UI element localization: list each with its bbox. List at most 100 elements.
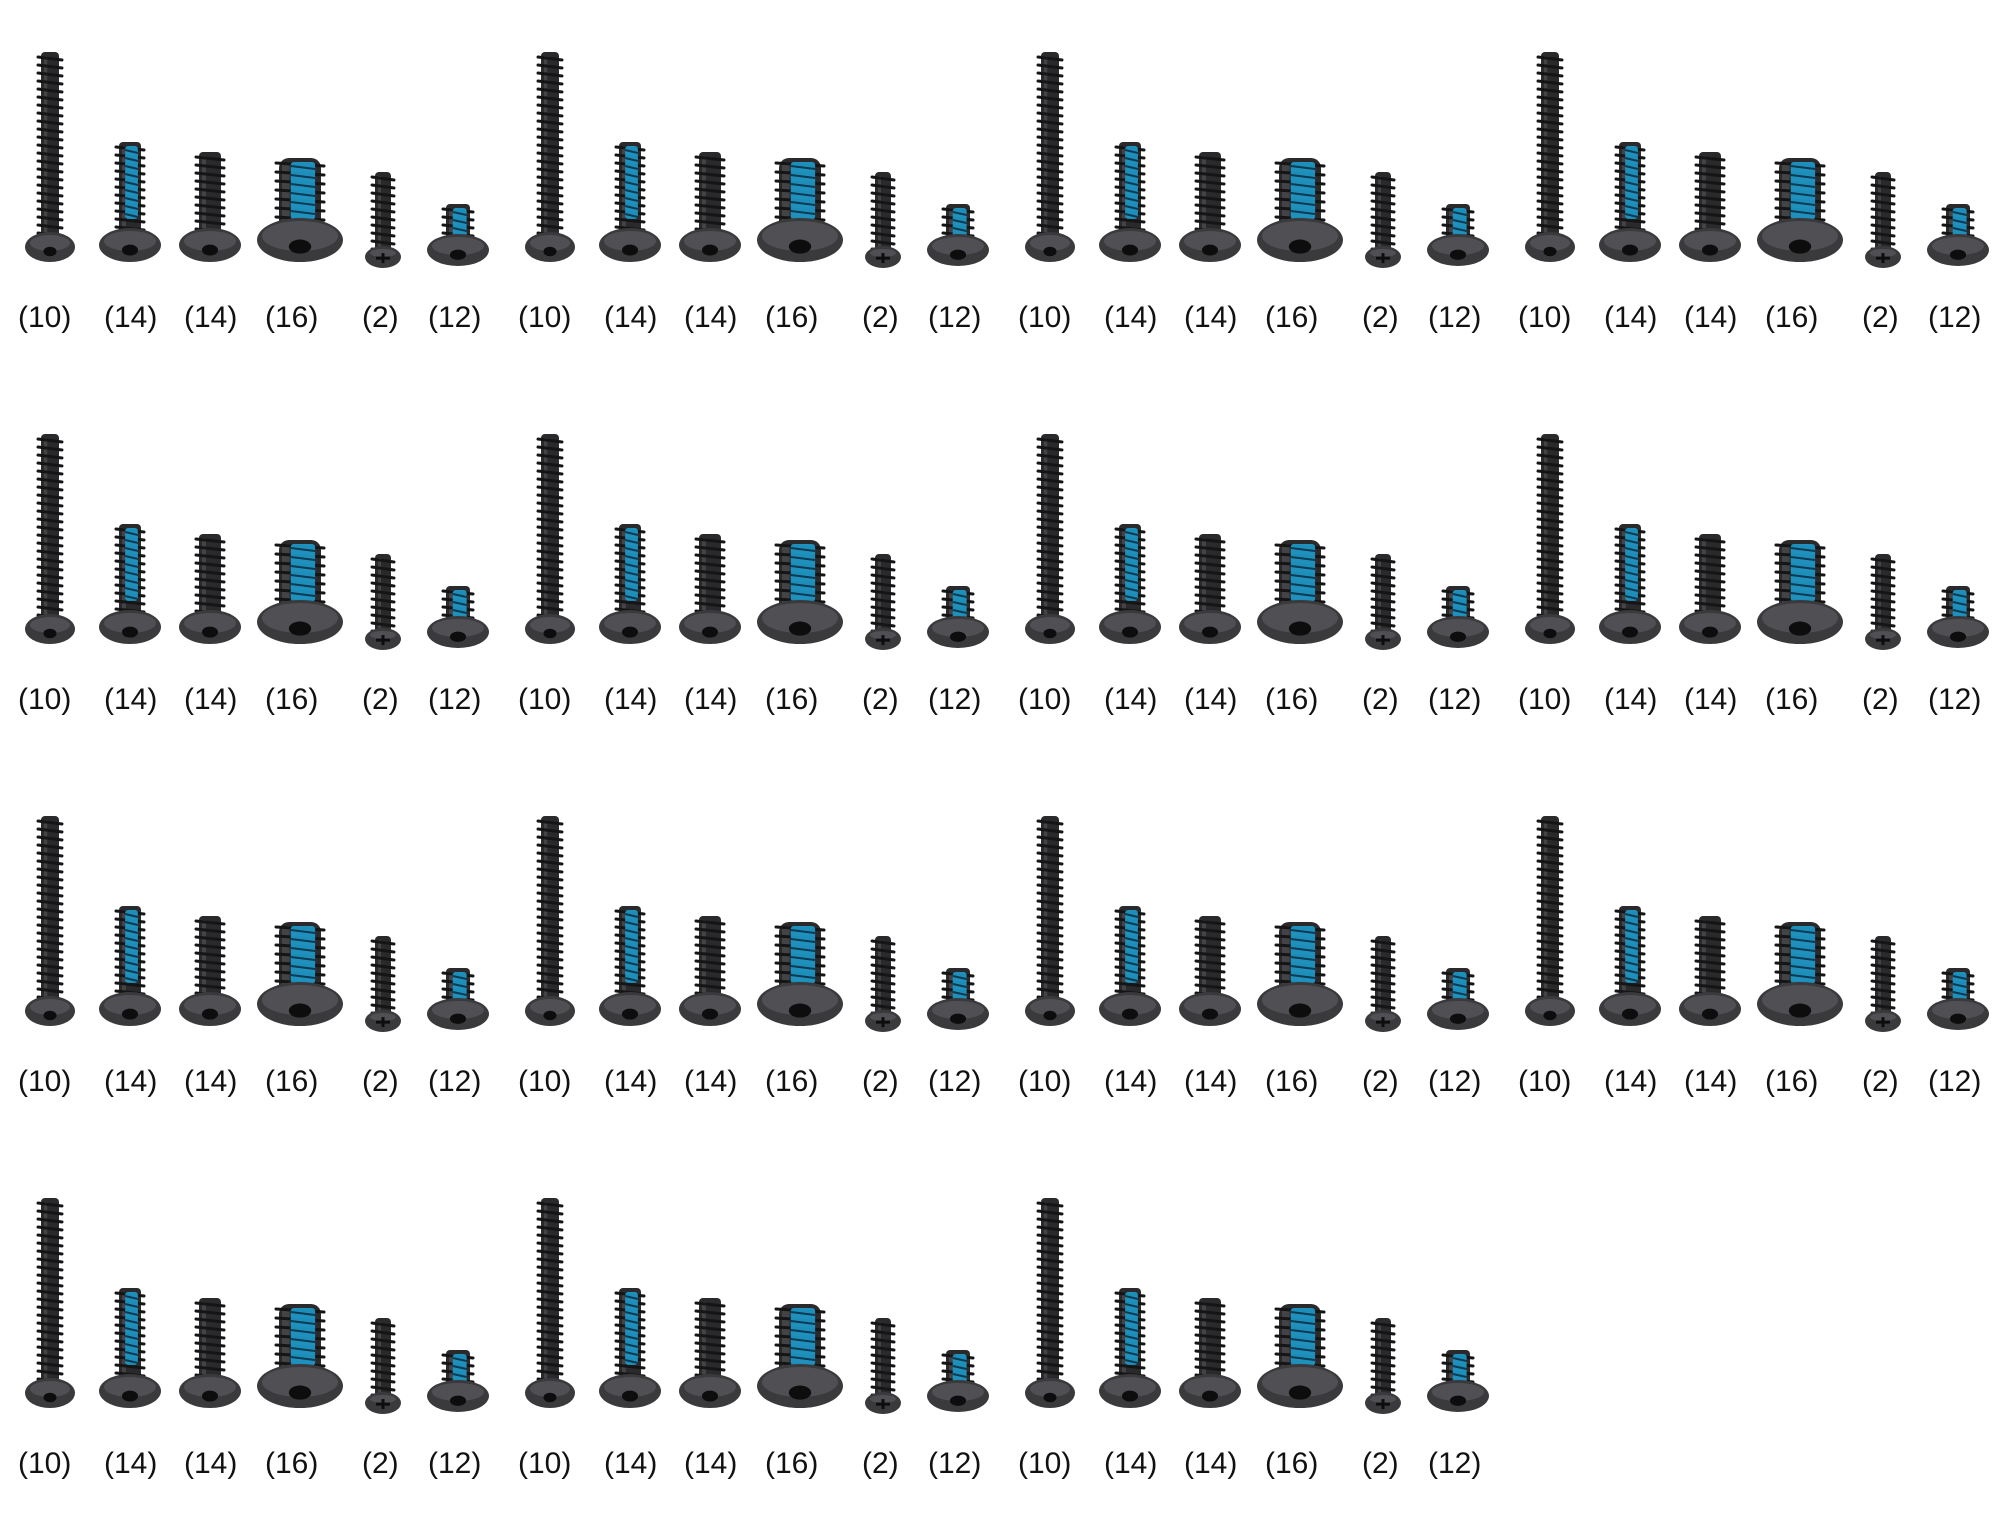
screw-quantity-label: (16) bbox=[265, 683, 319, 716]
screw-set-panel: (10) (14) (14) (16) (2) (12) bbox=[1500, 764, 2000, 1146]
screw-quantity-label: (14) bbox=[1604, 683, 1658, 716]
screw-photo bbox=[25, 52, 489, 268]
screw-quantity-label: (12) bbox=[428, 301, 482, 334]
screw-short-button-head-machine bbox=[1927, 968, 1989, 1030]
screw-small-phillips-self-tapping bbox=[365, 936, 401, 1032]
screw-button-head-machine bbox=[1599, 906, 1661, 1026]
screw-quantity-label: (14) bbox=[1104, 683, 1158, 716]
screw-photo bbox=[1525, 816, 1989, 1032]
screw-quantity-label: (14) bbox=[1104, 1065, 1158, 1098]
screw-large-button-head-machine bbox=[1757, 922, 1843, 1026]
screw-quantity-label: (2) bbox=[1362, 1447, 1399, 1480]
screw-quantity-label: (14) bbox=[1684, 301, 1738, 334]
screw-quantity-label: (14) bbox=[1604, 1065, 1658, 1098]
screw-quantity-label: (10) bbox=[1518, 301, 1572, 334]
screw-photo bbox=[1525, 434, 1989, 650]
screw-small-phillips-self-tapping bbox=[1365, 172, 1401, 268]
screw-quantity-label: (10) bbox=[1518, 1065, 1572, 1098]
screw-short-button-head-machine bbox=[1927, 204, 1989, 266]
screw-quantity-label: (14) bbox=[104, 1065, 158, 1098]
screw-quantity-label: (10) bbox=[518, 301, 572, 334]
screw-large-button-head-machine bbox=[757, 1304, 843, 1408]
screw-small-phillips-self-tapping bbox=[865, 554, 901, 650]
screw-small-phillips-self-tapping bbox=[365, 172, 401, 268]
screw-quantity-label: (14) bbox=[184, 1065, 238, 1098]
screw-quantity-label: (2) bbox=[362, 683, 399, 716]
screw-long-self-tapping bbox=[25, 52, 75, 262]
screw-large-button-head-machine bbox=[1257, 158, 1343, 262]
screw-quantity-label: (14) bbox=[1184, 1447, 1238, 1480]
screw-quantity-label: (12) bbox=[428, 1065, 482, 1098]
screw-quantity-label: (12) bbox=[928, 683, 982, 716]
screw-short-button-head-machine bbox=[1427, 968, 1489, 1030]
screw-large-button-head-machine bbox=[757, 158, 843, 262]
screw-button-head-machine bbox=[1099, 906, 1161, 1026]
screw-long-self-tapping bbox=[25, 1198, 75, 1408]
screw-quantity-label: (2) bbox=[362, 301, 399, 334]
screw-button-head-machine bbox=[99, 1288, 161, 1408]
screw-long-self-tapping bbox=[1025, 816, 1075, 1026]
screw-quantity-label: (16) bbox=[765, 1065, 819, 1098]
screw-button-head-machine bbox=[99, 142, 161, 262]
screw-button-head-self-tapping bbox=[1179, 1298, 1241, 1408]
screw-short-button-head-machine bbox=[927, 1350, 989, 1412]
screw-set-panel: (10) (14) (14) (16) (2) (12) bbox=[0, 1146, 500, 1528]
screw-quantity-label: (12) bbox=[428, 1447, 482, 1480]
screw-quantity-label: (2) bbox=[1362, 1065, 1399, 1098]
screw-button-head-self-tapping bbox=[1679, 152, 1741, 262]
screw-quantity-label: (16) bbox=[1765, 1065, 1819, 1098]
screw-quantity-label: (14) bbox=[604, 301, 658, 334]
screw-small-phillips-self-tapping bbox=[1865, 554, 1901, 650]
screw-photo bbox=[1025, 816, 1489, 1032]
screw-large-button-head-machine bbox=[257, 1304, 343, 1408]
screw-quantity-label: (16) bbox=[1765, 301, 1819, 334]
screw-quantity-label: (2) bbox=[862, 301, 899, 334]
screw-quantity-label: (12) bbox=[1928, 301, 1982, 334]
screw-quantity-label: (14) bbox=[1104, 1447, 1158, 1480]
screw-button-head-machine bbox=[599, 142, 661, 262]
screw-large-button-head-machine bbox=[257, 540, 343, 644]
screw-quantity-label: (12) bbox=[928, 1065, 982, 1098]
screw-large-button-head-machine bbox=[1257, 922, 1343, 1026]
screw-large-button-head-machine bbox=[257, 158, 343, 262]
screw-button-head-self-tapping bbox=[679, 916, 741, 1026]
screw-button-head-machine bbox=[1599, 142, 1661, 262]
screw-photo bbox=[525, 1198, 989, 1414]
screw-short-button-head-machine bbox=[927, 968, 989, 1030]
screw-quantity-label: (16) bbox=[1265, 1065, 1319, 1098]
screw-quantity-label: (14) bbox=[1184, 301, 1238, 334]
screw-quantity-label: (14) bbox=[104, 301, 158, 334]
screw-button-head-machine bbox=[1099, 524, 1161, 644]
screw-quantity-label: (16) bbox=[765, 683, 819, 716]
screw-quantity-label: (10) bbox=[1018, 1065, 1072, 1098]
screw-small-phillips-self-tapping bbox=[1365, 554, 1401, 650]
screw-set-panel: (10) (14) (14) (16) (2) (12) bbox=[0, 0, 500, 382]
screw-small-phillips-self-tapping bbox=[865, 1318, 901, 1414]
screw-quantity-label: (14) bbox=[184, 683, 238, 716]
screw-button-head-self-tapping bbox=[679, 1298, 741, 1408]
screw-quantity-label: (12) bbox=[1428, 1447, 1482, 1480]
screw-quantity-label: (14) bbox=[1604, 301, 1658, 334]
screw-quantity-label: (12) bbox=[928, 301, 982, 334]
screw-set-panel: (10) (14) (14) (16) (2) (12) bbox=[0, 764, 500, 1146]
screw-button-head-self-tapping bbox=[179, 534, 241, 644]
screw-quantity-label: (14) bbox=[184, 1447, 238, 1480]
screw-quantity-label: (2) bbox=[1862, 301, 1899, 334]
screw-button-head-self-tapping bbox=[179, 1298, 241, 1408]
screw-quantity-label: (2) bbox=[862, 1447, 899, 1480]
screw-quantity-label: (16) bbox=[1765, 683, 1819, 716]
screw-long-self-tapping bbox=[525, 434, 575, 644]
screw-button-head-self-tapping bbox=[1679, 916, 1741, 1026]
screw-quantity-label: (14) bbox=[1104, 301, 1158, 334]
screw-long-self-tapping bbox=[1025, 434, 1075, 644]
screw-quantity-label: (16) bbox=[265, 301, 319, 334]
screw-quantity-label: (2) bbox=[1362, 683, 1399, 716]
screw-short-button-head-machine bbox=[1427, 204, 1489, 266]
screw-long-self-tapping bbox=[1525, 434, 1575, 644]
screw-quantity-label: (14) bbox=[184, 301, 238, 334]
screw-long-self-tapping bbox=[25, 434, 75, 644]
screw-small-phillips-self-tapping bbox=[365, 1318, 401, 1414]
screw-quantity-label: (10) bbox=[18, 1065, 72, 1098]
screw-quantity-label: (12) bbox=[428, 683, 482, 716]
screw-quantity-label: (14) bbox=[684, 1065, 738, 1098]
